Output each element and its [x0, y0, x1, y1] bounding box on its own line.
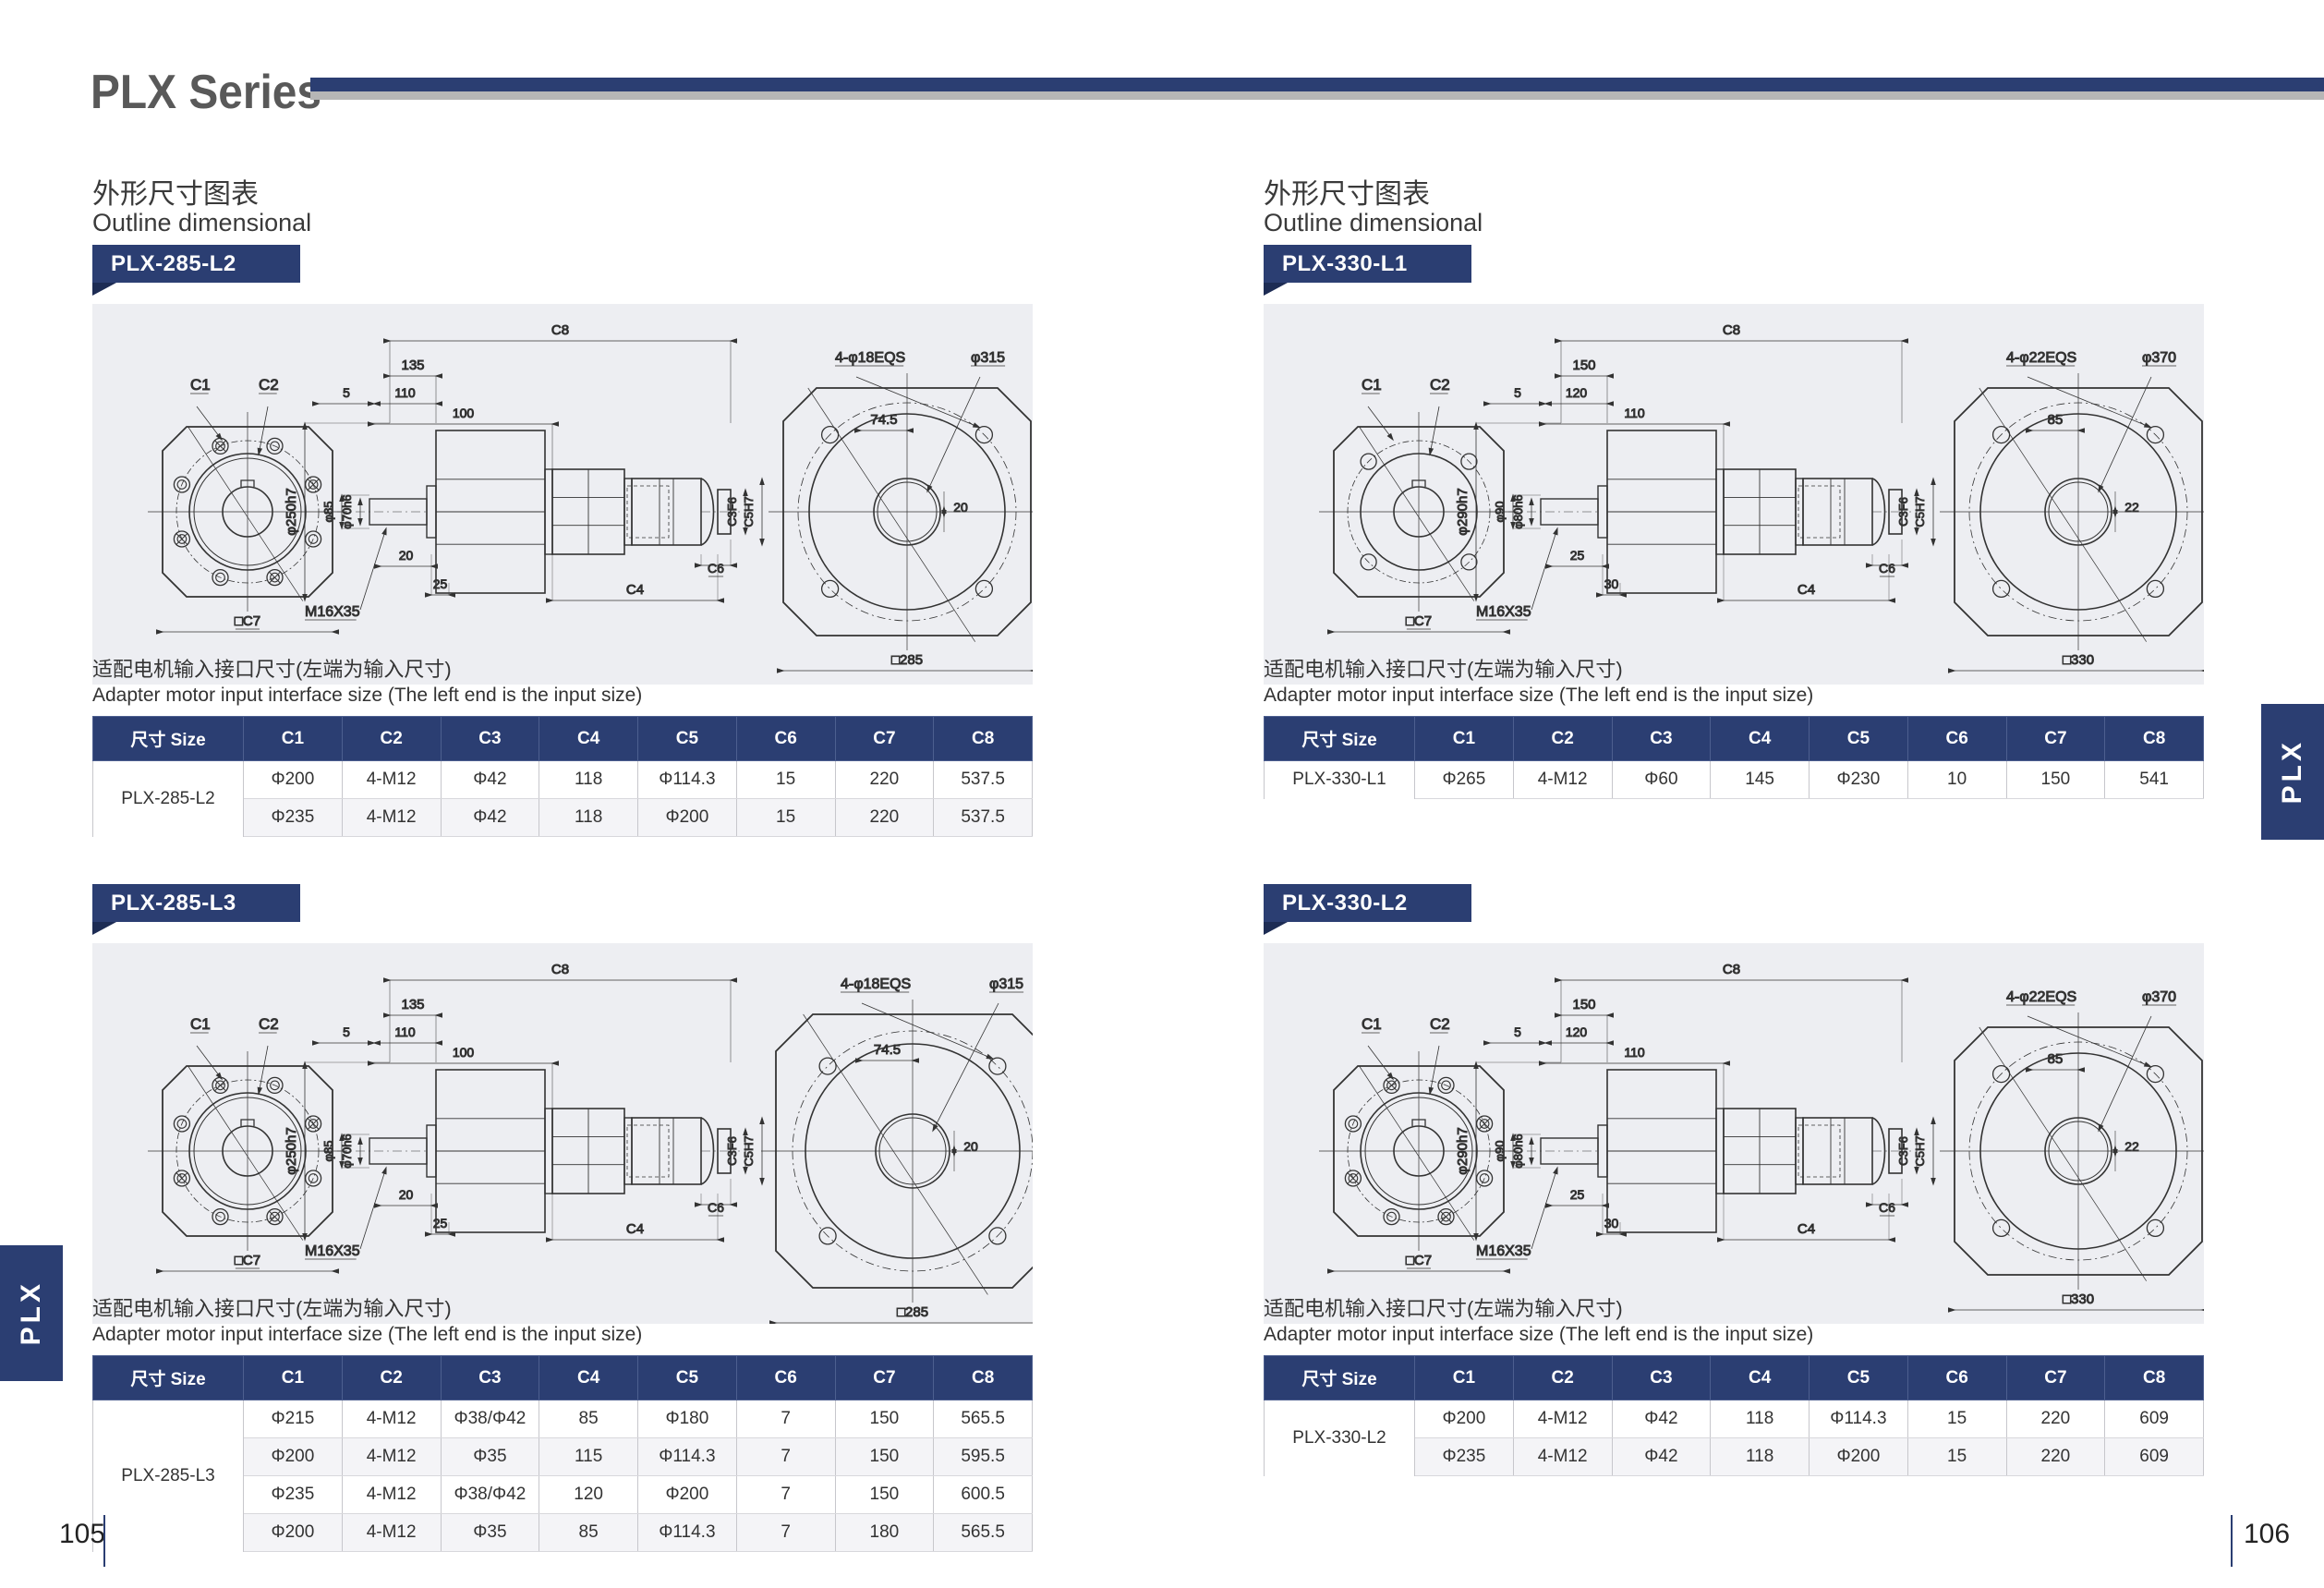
- svg-text:C8: C8: [1723, 962, 1740, 977]
- svg-text:φ290h7: φ290h7: [1455, 1127, 1471, 1174]
- svg-text:20: 20: [399, 548, 414, 563]
- svg-text:C4: C4: [626, 1221, 644, 1237]
- svg-text:100: 100: [453, 406, 475, 420]
- svg-text:C5H7: C5H7: [742, 1135, 756, 1166]
- svg-text:C3F6: C3F6: [1896, 1136, 1910, 1166]
- svg-text:5: 5: [1514, 385, 1521, 400]
- svg-text:C4: C4: [626, 582, 644, 598]
- svg-text:C3F6: C3F6: [725, 1136, 739, 1166]
- svg-text:C4: C4: [1797, 582, 1815, 598]
- svg-text:20: 20: [963, 1139, 978, 1154]
- svg-text:C2: C2: [1430, 376, 1450, 394]
- svg-text:C8: C8: [1723, 322, 1740, 338]
- svg-text:120: 120: [1566, 1024, 1588, 1039]
- svg-text:110: 110: [394, 1024, 416, 1039]
- svg-text:110: 110: [394, 385, 416, 400]
- svg-text:φ250h7: φ250h7: [284, 1127, 299, 1174]
- svg-text:5: 5: [343, 1024, 350, 1039]
- svg-text:25: 25: [1570, 548, 1585, 563]
- svg-text:30: 30: [1604, 1216, 1619, 1230]
- svg-text:C1: C1: [190, 376, 211, 394]
- svg-text:C1: C1: [1362, 1015, 1382, 1033]
- svg-text:C2: C2: [259, 1015, 279, 1033]
- svg-text:□C7: □C7: [1406, 613, 1432, 629]
- svg-text:74.5: 74.5: [874, 1042, 901, 1058]
- svg-text:5: 5: [1514, 1024, 1521, 1039]
- svg-text:4-φ22EQS: 4-φ22EQS: [2006, 350, 2076, 366]
- svg-text:φ250h7: φ250h7: [284, 488, 299, 535]
- svg-text:□C7: □C7: [235, 613, 260, 629]
- svg-text:4-φ18EQS: 4-φ18EQS: [841, 976, 911, 992]
- svg-text:φ315: φ315: [989, 976, 1023, 992]
- svg-text:M16X35: M16X35: [305, 1243, 360, 1259]
- svg-text:φ80h6: φ80h6: [1511, 494, 1525, 528]
- svg-text:85: 85: [2048, 1051, 2064, 1067]
- svg-text:C3F6: C3F6: [725, 497, 739, 527]
- svg-text:110: 110: [1624, 1045, 1645, 1060]
- svg-text:□C7: □C7: [1406, 1253, 1432, 1268]
- svg-text:135: 135: [401, 358, 424, 373]
- svg-text:25: 25: [1570, 1187, 1585, 1202]
- svg-text:110: 110: [1624, 406, 1645, 420]
- svg-text:φ290h7: φ290h7: [1455, 488, 1471, 535]
- svg-text:22: 22: [2124, 1139, 2139, 1154]
- svg-text:20: 20: [399, 1187, 414, 1202]
- svg-text:φ70h6: φ70h6: [340, 494, 354, 528]
- svg-text:30: 30: [1604, 576, 1619, 591]
- svg-text:φ70h6: φ70h6: [340, 1133, 354, 1168]
- svg-text:C5H7: C5H7: [1913, 1135, 1927, 1166]
- svg-text:74.5: 74.5: [870, 412, 897, 428]
- svg-text:C5H7: C5H7: [1913, 496, 1927, 527]
- svg-text:C1: C1: [1362, 376, 1382, 394]
- svg-text:25: 25: [433, 576, 448, 591]
- svg-text:φ315: φ315: [971, 350, 1005, 366]
- svg-text:M16X35: M16X35: [1476, 1243, 1531, 1259]
- svg-text:22: 22: [2124, 500, 2139, 515]
- svg-text:M16X35: M16X35: [305, 604, 360, 620]
- svg-text:C1: C1: [190, 1015, 211, 1033]
- svg-text:C8: C8: [551, 322, 569, 338]
- svg-text:C6: C6: [708, 561, 724, 576]
- svg-text:20: 20: [953, 500, 968, 515]
- svg-text:φ370: φ370: [2142, 989, 2176, 1005]
- svg-text:φ85: φ85: [321, 1141, 335, 1162]
- svg-text:□C7: □C7: [235, 1253, 260, 1268]
- svg-text:C6: C6: [1879, 561, 1895, 576]
- svg-text:C4: C4: [1797, 1221, 1815, 1237]
- svg-text:C6: C6: [708, 1200, 724, 1215]
- svg-text:120: 120: [1566, 385, 1588, 400]
- svg-text:φ80h6: φ80h6: [1511, 1133, 1525, 1168]
- svg-text:150: 150: [1572, 997, 1595, 1012]
- svg-text:25: 25: [433, 1216, 448, 1230]
- svg-text:100: 100: [453, 1045, 475, 1060]
- svg-text:C2: C2: [259, 376, 279, 394]
- svg-text:150: 150: [1572, 358, 1595, 373]
- svg-text:C3F6: C3F6: [1896, 497, 1910, 527]
- svg-text:5: 5: [343, 385, 350, 400]
- svg-text:135: 135: [401, 997, 424, 1012]
- svg-text:φ90: φ90: [1493, 502, 1507, 523]
- svg-text:C5H7: C5H7: [742, 496, 756, 527]
- svg-text:4-φ22EQS: 4-φ22EQS: [2006, 989, 2076, 1005]
- svg-text:C6: C6: [1879, 1200, 1895, 1215]
- svg-text:C8: C8: [551, 962, 569, 977]
- svg-text:φ90: φ90: [1493, 1141, 1507, 1162]
- svg-text:4-φ18EQS: 4-φ18EQS: [835, 350, 905, 366]
- svg-text:C2: C2: [1430, 1015, 1450, 1033]
- svg-text:φ85: φ85: [321, 502, 335, 523]
- svg-text:85: 85: [2048, 412, 2064, 428]
- svg-text:M16X35: M16X35: [1476, 604, 1531, 620]
- svg-text:φ370: φ370: [2142, 350, 2176, 366]
